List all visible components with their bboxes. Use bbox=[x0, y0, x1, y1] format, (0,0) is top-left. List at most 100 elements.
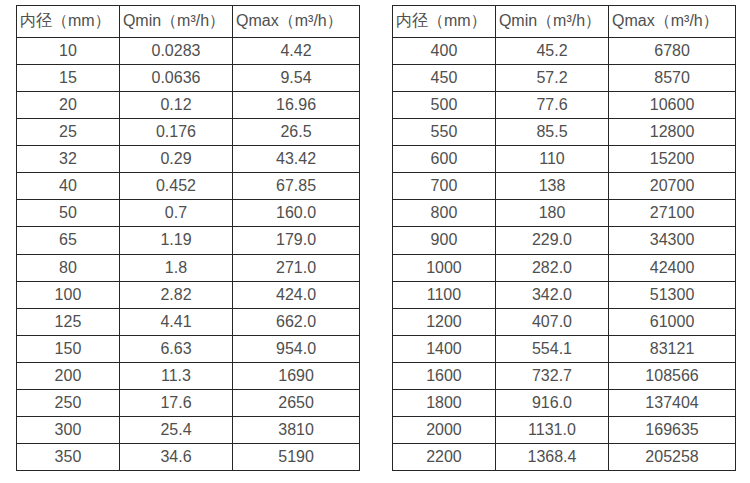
table-row: 1100342.051300 bbox=[393, 281, 736, 308]
table-cell: 1000 bbox=[393, 254, 496, 281]
header-qmax: Qmax（m³/h） bbox=[233, 6, 360, 38]
table-row: 1506.63954.0 bbox=[17, 335, 360, 362]
table-cell: 700 bbox=[393, 173, 496, 200]
table-row: 1400554.183121 bbox=[393, 335, 736, 362]
table-cell: 25.4 bbox=[119, 416, 232, 443]
header-qmin: Qmin（m³/h） bbox=[495, 6, 608, 38]
table-cell: 4.41 bbox=[119, 308, 232, 335]
table-cell: 9.54 bbox=[233, 65, 360, 92]
table-row: 25017.62650 bbox=[17, 389, 360, 416]
table-cell: 80 bbox=[17, 254, 120, 281]
large-diameter-flow-table: 内径（mm） Qmin（m³/h） Qmax（m³/h） 40045.26780… bbox=[392, 5, 736, 471]
table-cell: 500 bbox=[393, 92, 496, 119]
table-cell: 271.0 bbox=[233, 254, 360, 281]
table-cell: 43.42 bbox=[233, 146, 360, 173]
table-cell: 200 bbox=[17, 362, 120, 389]
table-cell: 16.96 bbox=[233, 92, 360, 119]
table-row: 400.45267.85 bbox=[17, 173, 360, 200]
table-cell: 20700 bbox=[609, 173, 736, 200]
table-cell: 0.176 bbox=[119, 119, 232, 146]
table-cell: 800 bbox=[393, 200, 496, 227]
table-cell: 205258 bbox=[609, 443, 736, 470]
table-row: 20001131.0169635 bbox=[393, 416, 736, 443]
table-cell: 169635 bbox=[609, 416, 736, 443]
table-cell: 300 bbox=[17, 416, 120, 443]
table-row: 80018027100 bbox=[393, 200, 736, 227]
table-cell: 17.6 bbox=[119, 389, 232, 416]
small-diameter-flow-table: 内径（mm） Qmin（m³/h） Qmax（m³/h） 100.02834.4… bbox=[16, 5, 360, 471]
table-row: 900229.034300 bbox=[393, 227, 736, 254]
table-cell: 150 bbox=[17, 335, 120, 362]
table-cell: 0.0636 bbox=[119, 65, 232, 92]
table-cell: 20 bbox=[17, 92, 120, 119]
table-cell: 10600 bbox=[609, 92, 736, 119]
table-cell: 0.29 bbox=[119, 146, 232, 173]
table-header: 内径（mm） Qmin（m³/h） Qmax（m³/h） bbox=[393, 6, 736, 38]
table-row: 22001368.4205258 bbox=[393, 443, 736, 470]
table-row: 45057.28570 bbox=[393, 65, 736, 92]
table-row: 1254.41662.0 bbox=[17, 308, 360, 335]
table-cell: 57.2 bbox=[495, 65, 608, 92]
table-cell: 6780 bbox=[609, 38, 736, 65]
table-cell: 65 bbox=[17, 227, 120, 254]
table-row: 200.1216.96 bbox=[17, 92, 360, 119]
table-header-row: 内径（mm） Qmin（m³/h） Qmax（m³/h） bbox=[393, 6, 736, 38]
table-cell: 27100 bbox=[609, 200, 736, 227]
table-cell: 424.0 bbox=[233, 281, 360, 308]
table-cell: 1100 bbox=[393, 281, 496, 308]
table-cell: 12800 bbox=[609, 119, 736, 146]
table-cell: 0.452 bbox=[119, 173, 232, 200]
table-body: 100.02834.42150.06369.54200.1216.96250.1… bbox=[17, 38, 360, 471]
table-cell: 400 bbox=[393, 38, 496, 65]
table-cell: 4.42 bbox=[233, 38, 360, 65]
table-row: 30025.43810 bbox=[17, 416, 360, 443]
table-cell: 1400 bbox=[393, 335, 496, 362]
table-cell: 450 bbox=[393, 65, 496, 92]
table-cell: 100 bbox=[17, 281, 120, 308]
table-cell: 229.0 bbox=[495, 227, 608, 254]
table-row: 801.8271.0 bbox=[17, 254, 360, 281]
table-cell: 45.2 bbox=[495, 38, 608, 65]
table-cell: 5190 bbox=[233, 443, 360, 470]
table-cell: 25 bbox=[17, 119, 120, 146]
table-row: 20011.31690 bbox=[17, 362, 360, 389]
table-cell: 0.7 bbox=[119, 200, 232, 227]
table-cell: 1.8 bbox=[119, 254, 232, 281]
table-cell: 1600 bbox=[393, 362, 496, 389]
table-cell: 34.6 bbox=[119, 443, 232, 470]
table-cell: 6.63 bbox=[119, 335, 232, 362]
table-cell: 15 bbox=[17, 65, 120, 92]
table-header-row: 内径（mm） Qmin（m³/h） Qmax（m³/h） bbox=[17, 6, 360, 38]
table-cell: 26.5 bbox=[233, 119, 360, 146]
table-row: 35034.65190 bbox=[17, 443, 360, 470]
table-cell: 10 bbox=[17, 38, 120, 65]
table-cell: 900 bbox=[393, 227, 496, 254]
table-cell: 137404 bbox=[609, 389, 736, 416]
table-cell: 1200 bbox=[393, 308, 496, 335]
table-cell: 110 bbox=[495, 146, 608, 173]
table-cell: 916.0 bbox=[495, 389, 608, 416]
table-cell: 600 bbox=[393, 146, 496, 173]
table-cell: 34300 bbox=[609, 227, 736, 254]
table-row: 1002.82424.0 bbox=[17, 281, 360, 308]
table-cell: 0.0283 bbox=[119, 38, 232, 65]
table-cell: 1690 bbox=[233, 362, 360, 389]
table-cell: 160.0 bbox=[233, 200, 360, 227]
table-cell: 3810 bbox=[233, 416, 360, 443]
table-cell: 8570 bbox=[609, 65, 736, 92]
table-cell: 2000 bbox=[393, 416, 496, 443]
table-row: 70013820700 bbox=[393, 173, 736, 200]
table-row: 1000282.042400 bbox=[393, 254, 736, 281]
table-cell: 342.0 bbox=[495, 281, 608, 308]
table-cell: 77.6 bbox=[495, 92, 608, 119]
table-cell: 0.12 bbox=[119, 92, 232, 119]
table-cell: 179.0 bbox=[233, 227, 360, 254]
table-cell: 250 bbox=[17, 389, 120, 416]
table-cell: 407.0 bbox=[495, 308, 608, 335]
table-cell: 350 bbox=[17, 443, 120, 470]
table-cell: 732.7 bbox=[495, 362, 608, 389]
header-qmin: Qmin（m³/h） bbox=[119, 6, 232, 38]
header-inner-diameter: 内径（mm） bbox=[17, 6, 120, 38]
table-row: 651.19179.0 bbox=[17, 227, 360, 254]
table-cell: 138 bbox=[495, 173, 608, 200]
